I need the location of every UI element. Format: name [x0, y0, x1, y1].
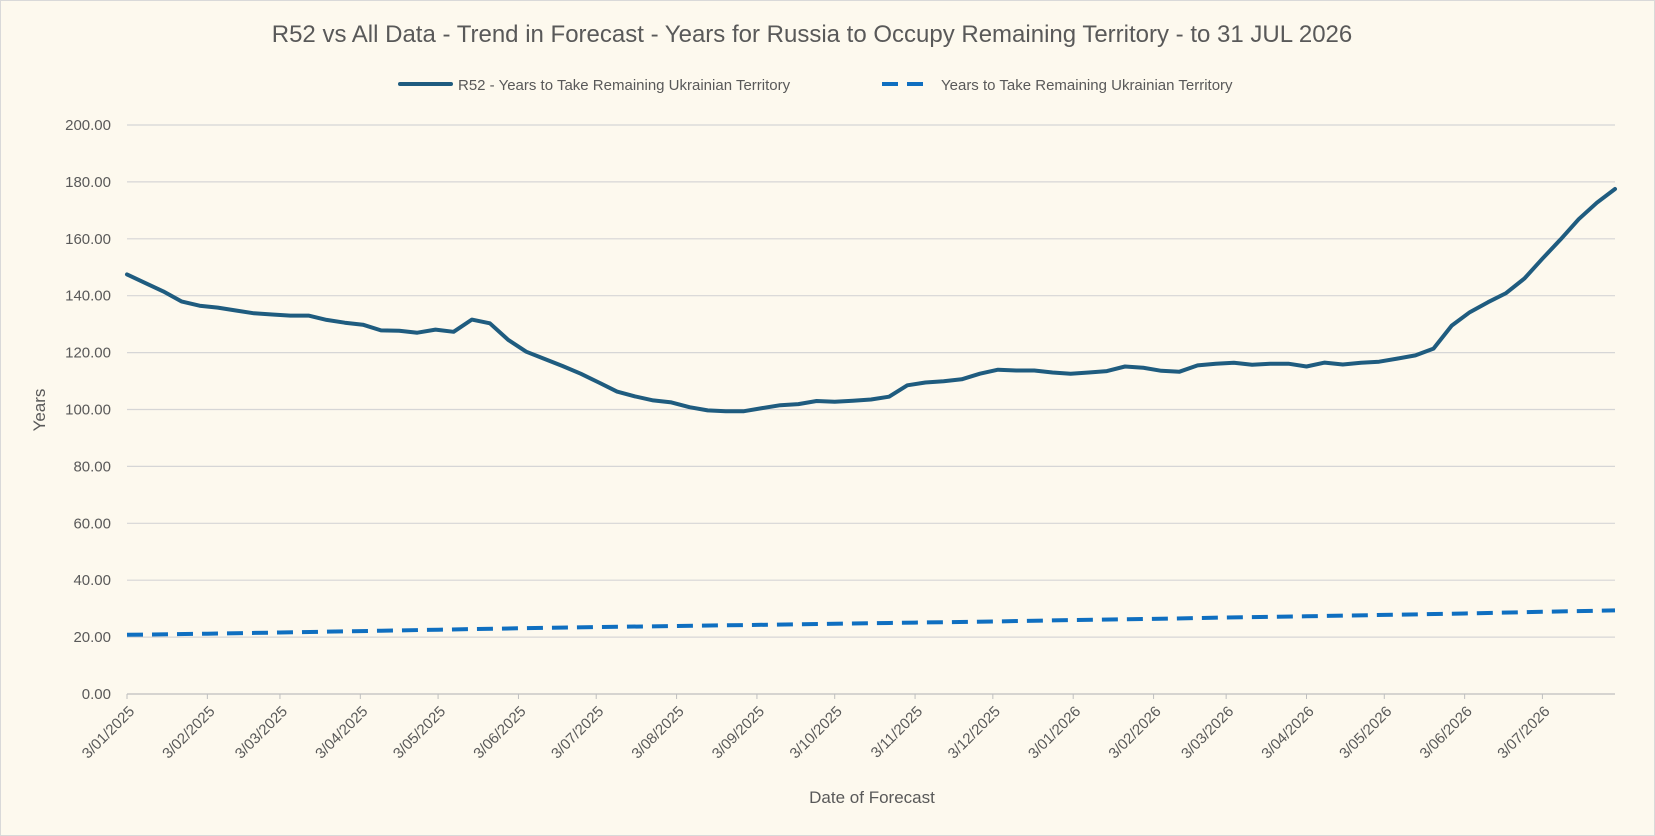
y-tick-label: 60.00	[73, 515, 111, 532]
y-axis-ticks: 0.00 20.00 40.00 60.00 80.00 100.00 120.00 140.…	[65, 117, 111, 703]
y-tick-label: 100.00	[65, 402, 111, 419]
y-tick-label: 120.00	[65, 345, 111, 362]
x-tick-label: 3/09/2025	[709, 703, 768, 762]
y-tick-label: 140.00	[65, 288, 111, 305]
series-line-all-data	[126, 608, 1616, 637]
legend-entry-r52: R52 - Years to Take Remaining Ukrainian …	[398, 77, 791, 94]
x-axis-title: Date of Forecast	[809, 788, 935, 807]
x-tick-label: 3/03/2025	[232, 703, 291, 762]
legend-entry-all-data: Years to Take Remaining Ukrainian Territ…	[882, 77, 1233, 94]
x-tick-label: 3/01/2025	[79, 703, 138, 762]
x-tick-label: 3/05/2026	[1336, 703, 1395, 762]
x-tick-label: 3/06/2025	[470, 703, 529, 762]
x-tick-label: 3/12/2025	[945, 703, 1004, 762]
x-tick-label: 3/07/2026	[1494, 703, 1553, 762]
x-tick-label: 3/07/2025	[548, 703, 607, 762]
x-tick-label: 3/06/2026	[1417, 703, 1476, 762]
y-tick-label: 160.00	[65, 231, 111, 248]
y-tick-label: 180.00	[65, 174, 111, 191]
gridlines	[127, 124, 1615, 695]
x-tick-label: 3/03/2026	[1178, 703, 1237, 762]
x-tick-label: 3/04/2025	[312, 703, 371, 762]
y-tick-label: 200.00	[65, 117, 111, 134]
x-tick-label: 3/01/2026	[1025, 703, 1084, 762]
legend-label-all-data: Years to Take Remaining Ukrainian Territ…	[941, 77, 1233, 94]
x-tick-label: 3/02/2025	[159, 703, 218, 762]
x-tick-label: 3/11/2025	[868, 703, 926, 761]
series-line-r52	[125, 187, 1617, 414]
y-tick-label: 40.00	[73, 572, 111, 589]
x-axis-ticks: 3/01/2025 3/02/2025 3/03/2025 3/04/2025 3/05…	[79, 694, 1553, 762]
chart-title: R52 vs All Data - Trend in Forecast - Ye…	[272, 21, 1352, 48]
y-tick-label: 80.00	[73, 458, 111, 475]
series-layer	[125, 187, 1617, 637]
y-axis-title: Years	[30, 389, 49, 432]
legend-label-r52: R52 - Years to Take Remaining Ukrainian …	[458, 77, 791, 94]
x-tick-label: 3/08/2025	[628, 703, 687, 762]
x-tick-label: 3/02/2026	[1105, 703, 1164, 762]
y-tick-label: 20.00	[73, 629, 111, 646]
legend: R52 - Years to Take Remaining Ukrainian …	[398, 77, 1233, 94]
x-tick-label: 3/04/2026	[1258, 703, 1317, 762]
x-tick-label: 3/05/2025	[390, 703, 449, 762]
y-tick-label: 0.00	[82, 686, 111, 703]
x-tick-label: 3/10/2025	[787, 703, 846, 762]
